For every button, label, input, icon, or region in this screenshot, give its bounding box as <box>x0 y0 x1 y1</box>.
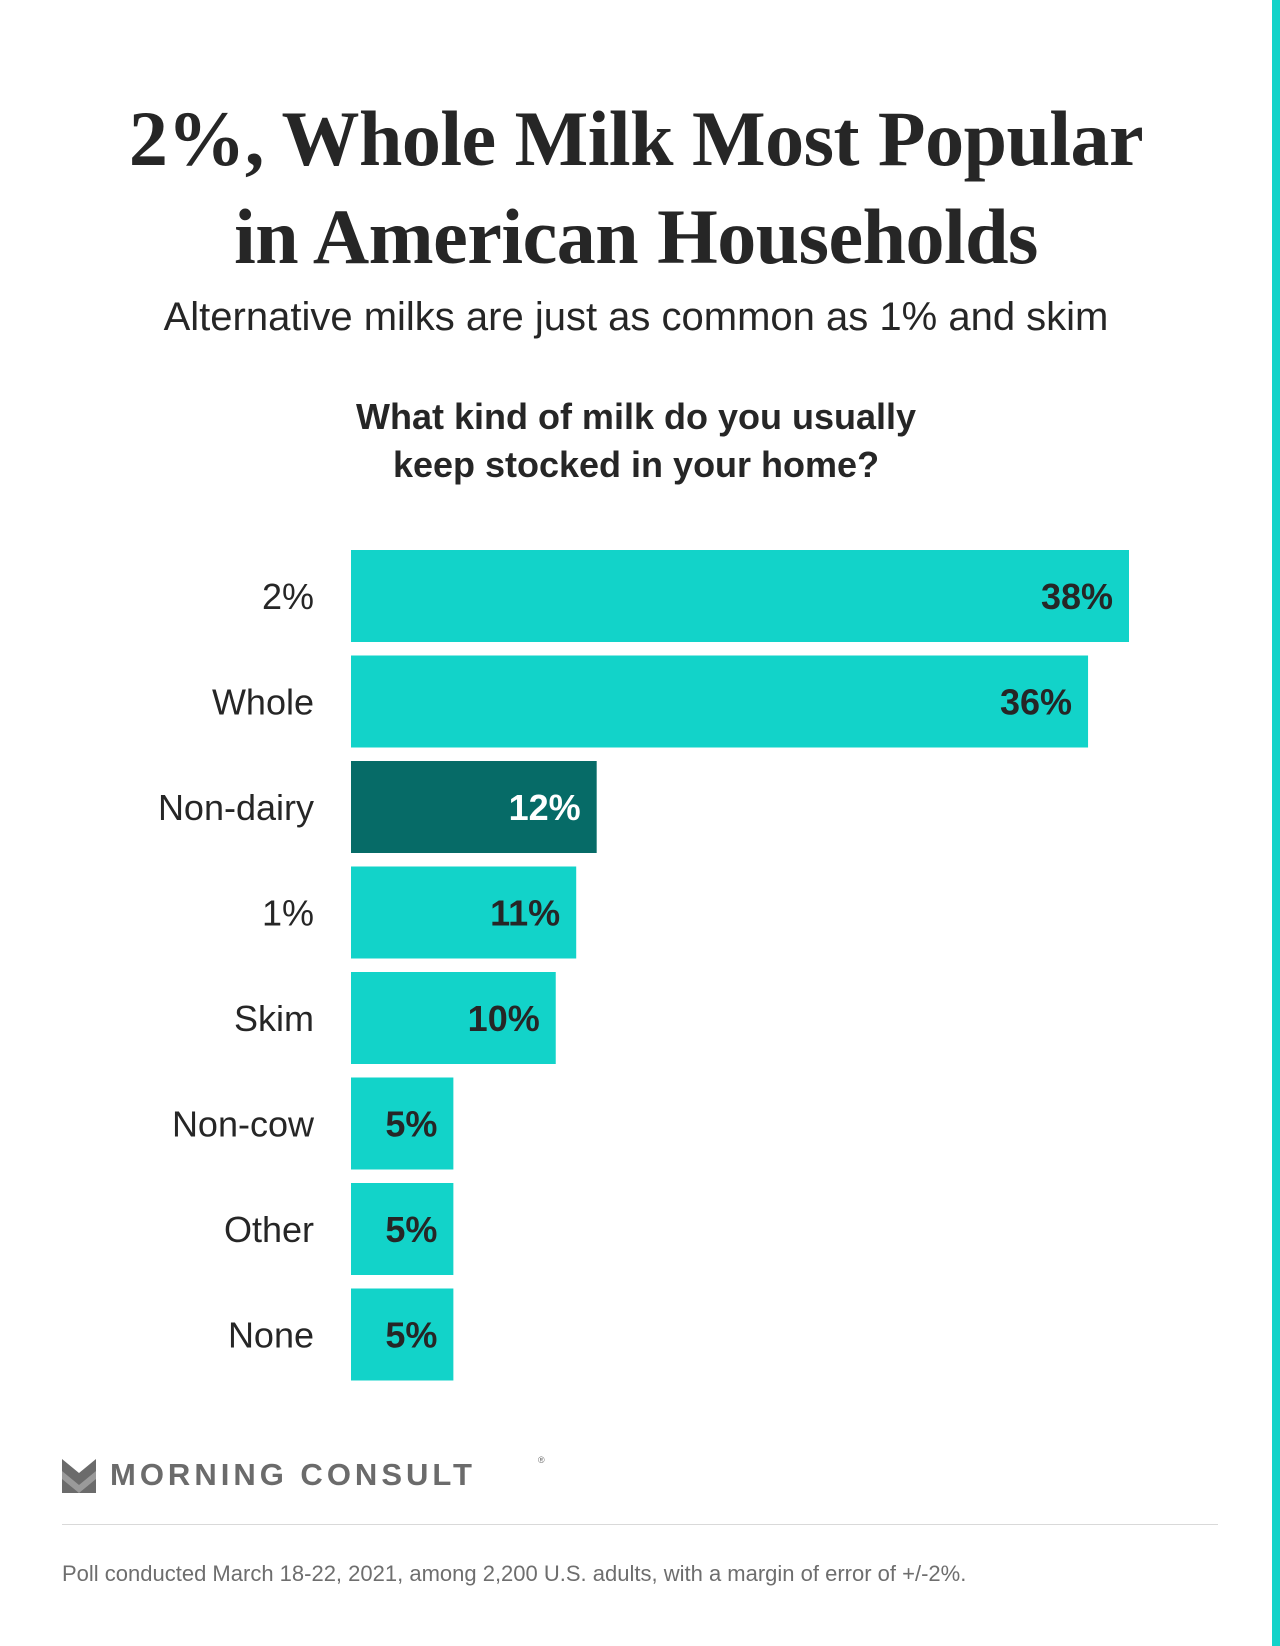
value-label-skim-4: 10% <box>468 998 540 1039</box>
value-label-none-7: 5% <box>385 1315 437 1356</box>
value-label-1-3: 11% <box>490 893 560 934</box>
title-line-1: 2%, Whole Milk Most Popular <box>128 95 1144 182</box>
accent-stripe <box>1272 0 1280 1646</box>
question-line-2: keep stocked in your home? <box>392 444 880 485</box>
bar-1-3 <box>351 866 577 959</box>
category-label-2-0: 2% <box>262 576 314 617</box>
value-label-2-0: 38% <box>1041 576 1113 617</box>
survey-question: What kind of milk do you usually keep st… <box>0 393 1272 489</box>
morning-consult-m-icon <box>62 1459 96 1493</box>
category-label-skim-4: Skim <box>234 998 314 1039</box>
bar-none-7 <box>351 1288 454 1381</box>
chart-title: 2%, Whole Milk Most Popular in American … <box>0 90 1272 286</box>
category-label-non-cow-5: Non-cow <box>172 1104 315 1145</box>
category-label-non-dairy-2: Non-dairy <box>158 787 314 828</box>
question-line-1: What kind of milk do you usually <box>355 396 917 437</box>
bar-non-cow-5 <box>351 1077 454 1170</box>
category-label-other-6: Other <box>224 1209 314 1250</box>
bar-non-dairy-2 <box>351 761 597 853</box>
logo-text: MORNING CONSULT <box>110 1457 476 1492</box>
value-label-whole-1: 36% <box>1000 682 1072 723</box>
registered-mark: ® <box>538 1455 545 1465</box>
bar-2-0 <box>351 550 1129 642</box>
bar-skim-4 <box>351 972 556 1064</box>
category-label-1-3: 1% <box>262 893 314 934</box>
value-label-other-6: 5% <box>385 1209 437 1250</box>
footer-divider <box>62 1524 1218 1525</box>
category-label-none-7: None <box>228 1315 314 1356</box>
value-label-non-cow-5: 5% <box>385 1104 437 1145</box>
value-label-non-dairy-2: 12% <box>509 787 581 828</box>
bar-whole-1 <box>351 655 1089 748</box>
title-line-2: in American Households <box>234 193 1038 280</box>
bar-other-6 <box>351 1183 454 1275</box>
chart-subtitle: Alternative milks are just as common as … <box>163 295 1109 339</box>
category-label-whole-1: Whole <box>212 682 314 723</box>
methodology-note: Poll conducted March 18-22, 2021, among … <box>62 1561 967 1586</box>
